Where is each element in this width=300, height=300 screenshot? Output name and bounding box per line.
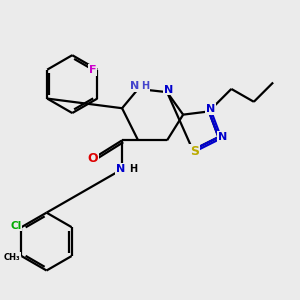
Text: N: N	[130, 81, 139, 92]
Text: S: S	[190, 145, 199, 158]
Text: H: H	[129, 164, 137, 174]
Text: CH₃: CH₃	[4, 253, 20, 262]
Text: F: F	[89, 65, 96, 75]
Text: N: N	[206, 104, 215, 114]
Text: Cl: Cl	[10, 220, 21, 230]
Text: H: H	[141, 81, 149, 91]
Text: N: N	[116, 164, 125, 174]
Text: O: O	[87, 152, 98, 164]
Text: N: N	[218, 132, 227, 142]
Text: N: N	[164, 85, 173, 94]
